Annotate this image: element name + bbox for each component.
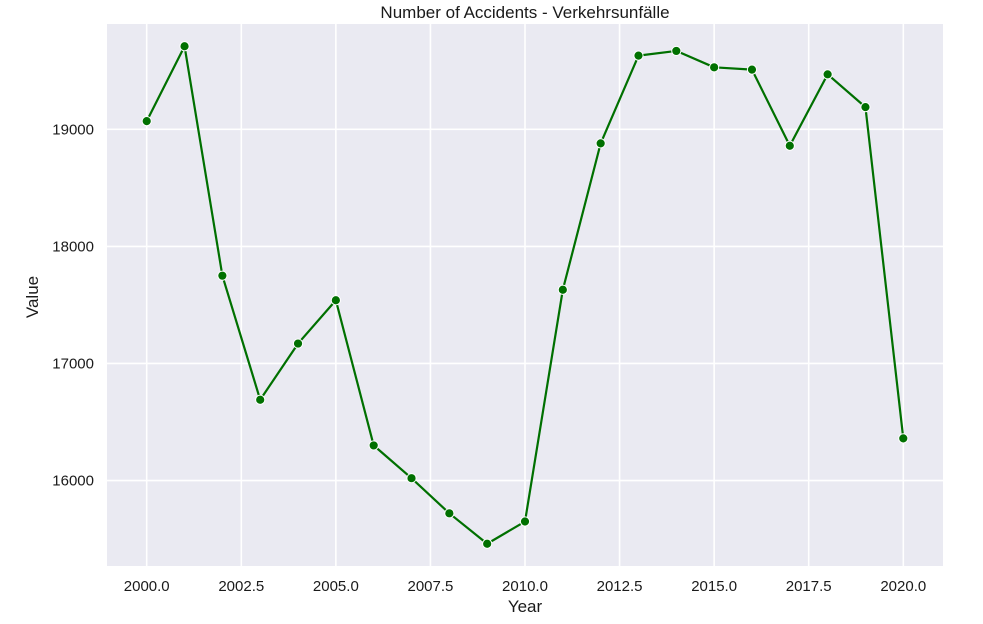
data-point [255,394,266,405]
grid-lines [107,24,943,566]
data-point [444,508,455,519]
x-tick-label: 2010.0 [502,578,548,595]
x-tick-label: 2015.0 [691,578,737,595]
x-axis-label: Year [508,597,543,616]
y-tick-label: 18000 [52,238,94,255]
data-point [595,138,606,149]
series-layer [141,41,909,549]
y-tick-label: 17000 [52,355,94,372]
y-tick-label: 19000 [52,121,94,138]
data-point [292,338,304,349]
data-point [746,64,758,75]
data-point [330,295,341,306]
data-point [406,473,417,484]
data-point [671,45,682,57]
data-point [519,516,531,527]
chart-title: Number of Accidents - Verkehrsunfälle [380,3,669,22]
y-axis-label: Value [23,276,42,318]
data-point [368,440,379,451]
data-point [141,116,152,127]
data-point [860,102,871,113]
data-point [898,433,909,444]
x-tick-label: 2002.5 [218,578,264,595]
x-tick-label: 2017.5 [786,578,832,595]
x-tick-label: 2000.0 [124,578,170,595]
data-point [557,284,568,295]
x-tick-label: 2005.0 [313,578,359,595]
y-tick-label: 16000 [52,473,94,490]
x-tick-label: 2020.0 [880,578,926,595]
y-axis-ticks: 16000 17000 18000 19000 [52,121,94,489]
x-tick-label: 2007.5 [407,578,453,595]
data-point [482,538,493,549]
data-point [633,50,644,61]
data-point [784,140,795,151]
data-point [179,41,190,52]
x-tick-label: 2012.5 [597,578,643,595]
x-axis-ticks: 2000.0 2002.5 2005.0 2007.5 2010.0 2012.5 2015… [124,578,926,595]
data-point [709,62,720,73]
data-point [217,270,228,281]
data-point [822,69,833,80]
